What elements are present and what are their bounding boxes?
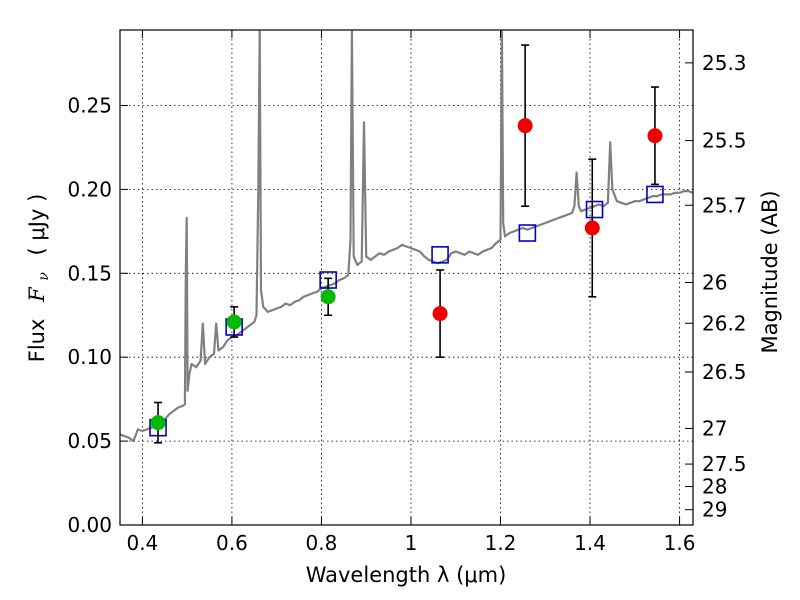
x-tick-label: 1.2 — [485, 531, 517, 555]
y2-tick-label: 25.7 — [702, 193, 747, 217]
model-photometry-square — [585, 200, 604, 219]
y2-tick-label: 25.5 — [702, 129, 747, 153]
x-tick-label: 1 — [405, 531, 418, 555]
observed-flux-point — [647, 128, 663, 144]
plot-area — [120, 30, 693, 444]
y-tick-label: 0.10 — [67, 345, 112, 369]
plot-content — [120, 30, 693, 443]
y-axis-label-symbol: F — [25, 286, 49, 303]
y-tick-label: 0.20 — [67, 177, 112, 201]
y-tick-label: 0.25 — [67, 94, 112, 118]
model-photometry-square — [431, 246, 449, 264]
x-tick-label: 0.8 — [306, 531, 338, 555]
observed-flux-point — [150, 415, 166, 431]
y2-tick-label: 25.3 — [702, 51, 747, 75]
y-axis-label-subscript: ν — [36, 272, 52, 281]
y-tick-label: 0.05 — [67, 429, 112, 453]
model-photometry-square — [518, 224, 537, 242]
x-axis-label: Wavelength λ (μm) — [306, 563, 507, 587]
model-photometry-square — [646, 185, 664, 204]
observed-flux-point — [517, 118, 533, 134]
y2-tick-label: 27 — [702, 416, 727, 440]
y2-tick-label: 27.5 — [702, 452, 747, 476]
y2-tick-label: 26.2 — [702, 311, 747, 335]
observed-flux-point — [320, 289, 336, 305]
x-tick-label: 1.6 — [664, 531, 696, 555]
x-tick-label: 0.4 — [126, 531, 158, 555]
model-spectrum-line — [120, 30, 693, 443]
y-axis-label-text: Flux — [25, 319, 49, 363]
observed-flux-point — [432, 306, 448, 322]
y2-tick-label: 26 — [702, 270, 727, 294]
y-tick-label: 0.00 — [67, 513, 112, 537]
observed-flux-point — [226, 314, 242, 330]
y2-tick-label: 28 — [702, 475, 727, 499]
x-tick-label: 1.4 — [574, 531, 606, 555]
observed-flux-point — [584, 220, 600, 236]
y2-axis-label: Magnitude (AB) — [758, 190, 782, 353]
y2-tick-label: 29 — [702, 498, 727, 522]
x-tick-label: 0.6 — [216, 531, 248, 555]
y2-tick-label: 26.5 — [702, 360, 747, 384]
y-tick-label: 0.15 — [67, 261, 112, 285]
grid-lines — [120, 30, 693, 525]
axes-frame — [119, 29, 694, 526]
y-axis-label: Flux F ν ( μJy ) — [25, 194, 53, 363]
axis-ticks: 0.4 0.6 0.8 1 1.2 1.4 1.6 0.00 0.05 0.10 0.15 0.20 0… — [67, 30, 747, 555]
y-axis-label-unit: ( μJy ) — [25, 194, 49, 256]
